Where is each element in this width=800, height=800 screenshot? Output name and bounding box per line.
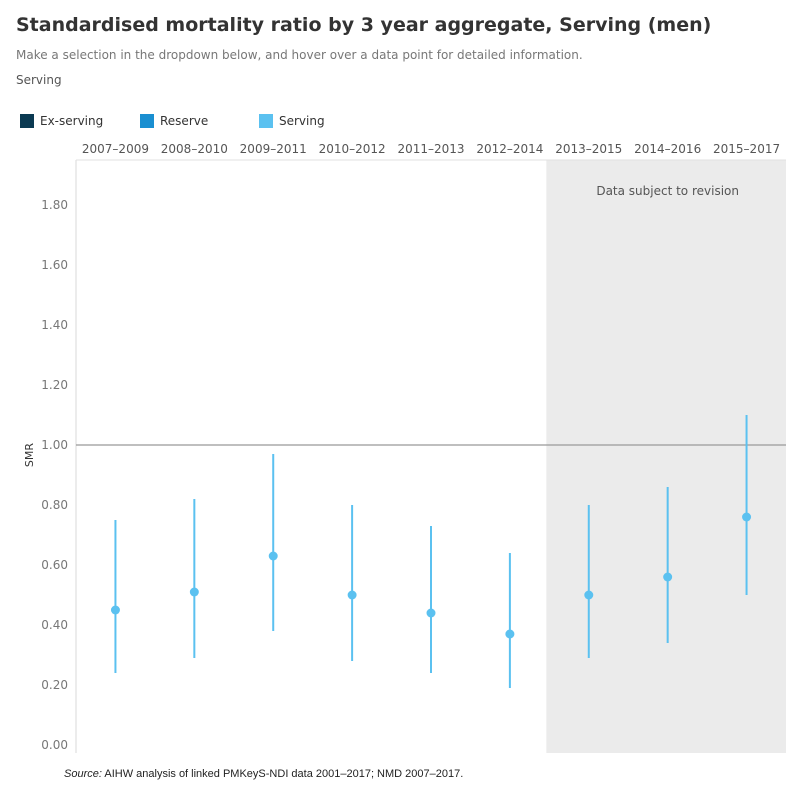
category-label: 2007–2009 bbox=[82, 142, 149, 156]
source-prefix: Source: bbox=[64, 768, 102, 780]
chart-title: Standardised mortality ratio by 3 year a… bbox=[16, 14, 712, 36]
y-tick-label: 0.20 bbox=[41, 678, 68, 692]
data-point[interactable] bbox=[742, 512, 752, 522]
legend: Ex-serving Reserve Serving bbox=[20, 114, 420, 130]
chart-subtitle: Make a selection in the dropdown below, … bbox=[16, 48, 583, 62]
category-label: 2008–2010 bbox=[161, 142, 228, 156]
legend-swatch-serving bbox=[259, 114, 273, 128]
category-label: 2011–2013 bbox=[397, 142, 464, 156]
legend-item-ex-serving[interactable]: Ex-serving bbox=[20, 114, 103, 128]
data-point[interactable] bbox=[584, 590, 594, 600]
data-point[interactable] bbox=[189, 587, 199, 597]
category-label: 2010–2012 bbox=[319, 142, 386, 156]
data-point[interactable] bbox=[268, 551, 278, 561]
revision-band-label: Data subject to revision bbox=[596, 184, 739, 198]
category-label: 2009–2011 bbox=[240, 142, 307, 156]
y-tick-label: 0.00 bbox=[41, 738, 68, 752]
y-tick-label: 0.80 bbox=[41, 498, 68, 512]
legend-swatch-reserve bbox=[140, 114, 154, 128]
category-label: 2014–2016 bbox=[634, 142, 701, 156]
source-text: AIHW analysis of linked PMKeyS-NDI data … bbox=[101, 768, 464, 780]
y-tick-label: 1.00 bbox=[41, 438, 68, 452]
legend-swatch-ex-serving bbox=[20, 114, 34, 128]
category-label: 2015–2017 bbox=[713, 142, 780, 156]
data-point[interactable] bbox=[347, 590, 357, 600]
revision-band bbox=[546, 160, 786, 753]
category-label: 2012–2014 bbox=[476, 142, 543, 156]
y-axis-title: SMR bbox=[23, 443, 36, 467]
legend-item-serving[interactable]: Serving bbox=[259, 114, 325, 128]
legend-label-reserve: Reserve bbox=[160, 114, 209, 128]
y-tick-label: 1.40 bbox=[41, 318, 68, 332]
source-note: Source: AIHW analysis of linked PMKeyS-N… bbox=[64, 768, 463, 780]
y-tick-label: 0.40 bbox=[41, 618, 68, 632]
legend-label-ex-serving: Ex-serving bbox=[40, 114, 104, 128]
y-tick-label: 0.60 bbox=[41, 558, 68, 572]
legend-label-serving: Serving bbox=[279, 114, 325, 128]
data-point[interactable] bbox=[663, 572, 673, 582]
y-tick-label: 1.20 bbox=[41, 378, 68, 392]
legend-item-reserve[interactable]: Reserve bbox=[140, 114, 208, 128]
data-point[interactable] bbox=[505, 629, 515, 639]
category-label: 2013–2015 bbox=[555, 142, 622, 156]
selection-dropdown[interactable]: Serving bbox=[16, 73, 62, 87]
data-point[interactable] bbox=[426, 608, 436, 618]
y-tick-label: 1.80 bbox=[41, 198, 68, 212]
y-tick-label: 1.60 bbox=[41, 258, 68, 272]
data-point[interactable] bbox=[110, 605, 120, 615]
